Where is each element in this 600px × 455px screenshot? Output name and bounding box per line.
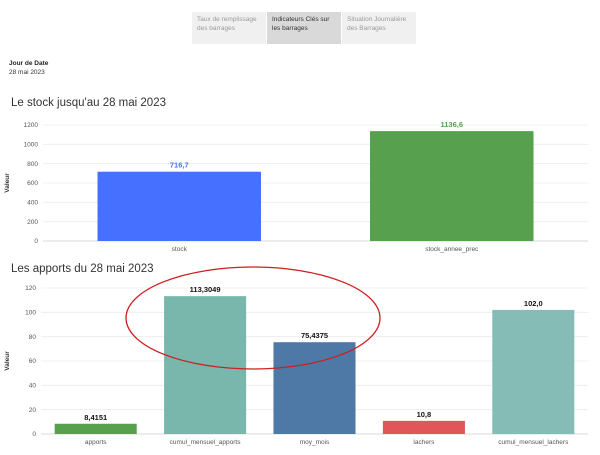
x-tick-label: stock_annee_prec <box>425 246 479 253</box>
bar-value-label: 10,8 <box>417 410 432 419</box>
y-tick-label: 0 <box>32 431 36 438</box>
date-filter-value[interactable]: 28 mai 2023 <box>9 68 45 76</box>
y-tick-label: 600 <box>27 180 38 187</box>
y-tick-label: 400 <box>27 200 38 207</box>
y-tick-label: 60 <box>29 358 37 365</box>
x-tick-label: stock <box>172 246 188 253</box>
y-axis-label: Valeur <box>4 351 11 371</box>
x-tick-label: apports <box>85 439 107 446</box>
date-filter[interactable]: Jour de Date 28 mai 2023 <box>9 60 48 77</box>
y-tick-label: 20 <box>29 407 37 414</box>
bar-value-label: 102,0 <box>524 299 543 308</box>
x-tick-label: moy_mois <box>300 439 330 446</box>
tab-indicateurs-cles[interactable]: Indicateurs Clés sur les barrages <box>267 12 341 44</box>
apports-bar-chart: Valeur 0 20 40 60 80 100 120 8,4151 apports 113,30… <box>4 285 588 446</box>
apports-chart-title: Les apports du 28 mai 2023 <box>11 263 154 275</box>
y-tick-label: 200 <box>27 219 38 226</box>
y-axis-label: Valeur <box>4 173 11 193</box>
bar <box>370 131 534 241</box>
date-filter-label: Jour de Date <box>9 60 49 67</box>
bar <box>382 420 465 434</box>
x-tick-label: lachers <box>413 439 435 446</box>
y-tick-label: 800 <box>27 161 38 168</box>
x-tick-label: cumul_mensuel_apports <box>170 439 242 446</box>
bar-value-label: 8,4151 <box>84 413 107 422</box>
bar-value-label: 1136,6 <box>440 120 463 129</box>
y-tick-label: 80 <box>29 334 37 341</box>
bar <box>273 342 356 434</box>
bar <box>492 309 575 434</box>
y-tick-label: 120 <box>25 285 36 292</box>
y-tick-label: 0 <box>34 238 38 245</box>
dashboard-tabs: Taux de remplissage des barrages Indicat… <box>192 12 416 44</box>
bar <box>54 423 137 434</box>
bar <box>97 171 261 241</box>
highlight-ellipse <box>125 266 381 370</box>
y-tick-label: 40 <box>29 383 37 390</box>
bar-value-label: 75,4375 <box>301 331 328 340</box>
tab-taux-remplissage[interactable]: Taux de remplissage des barrages <box>192 12 266 44</box>
x-tick-label: cumul_mensuel_lachers <box>498 439 569 446</box>
stock-chart-title: Le stock jusqu'au 28 mai 2023 <box>11 97 166 109</box>
bar-value-label: 113,3049 <box>190 285 221 294</box>
tab-situation-journaliere[interactable]: Situation Journalière des Barrages <box>342 12 416 44</box>
stock-bar-chart: Valeur 0 200 400 600 800 1000 1200 716,7 stock 113… <box>4 120 588 253</box>
y-tick-label: 1200 <box>24 122 39 129</box>
bar-value-label: 716,7 <box>170 161 189 170</box>
y-tick-label: 1000 <box>24 142 39 149</box>
y-tick-label: 100 <box>25 310 36 317</box>
